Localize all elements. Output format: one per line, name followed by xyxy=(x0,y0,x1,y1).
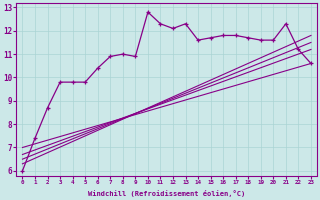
X-axis label: Windchill (Refroidissement éolien,°C): Windchill (Refroidissement éolien,°C) xyxy=(88,190,245,197)
